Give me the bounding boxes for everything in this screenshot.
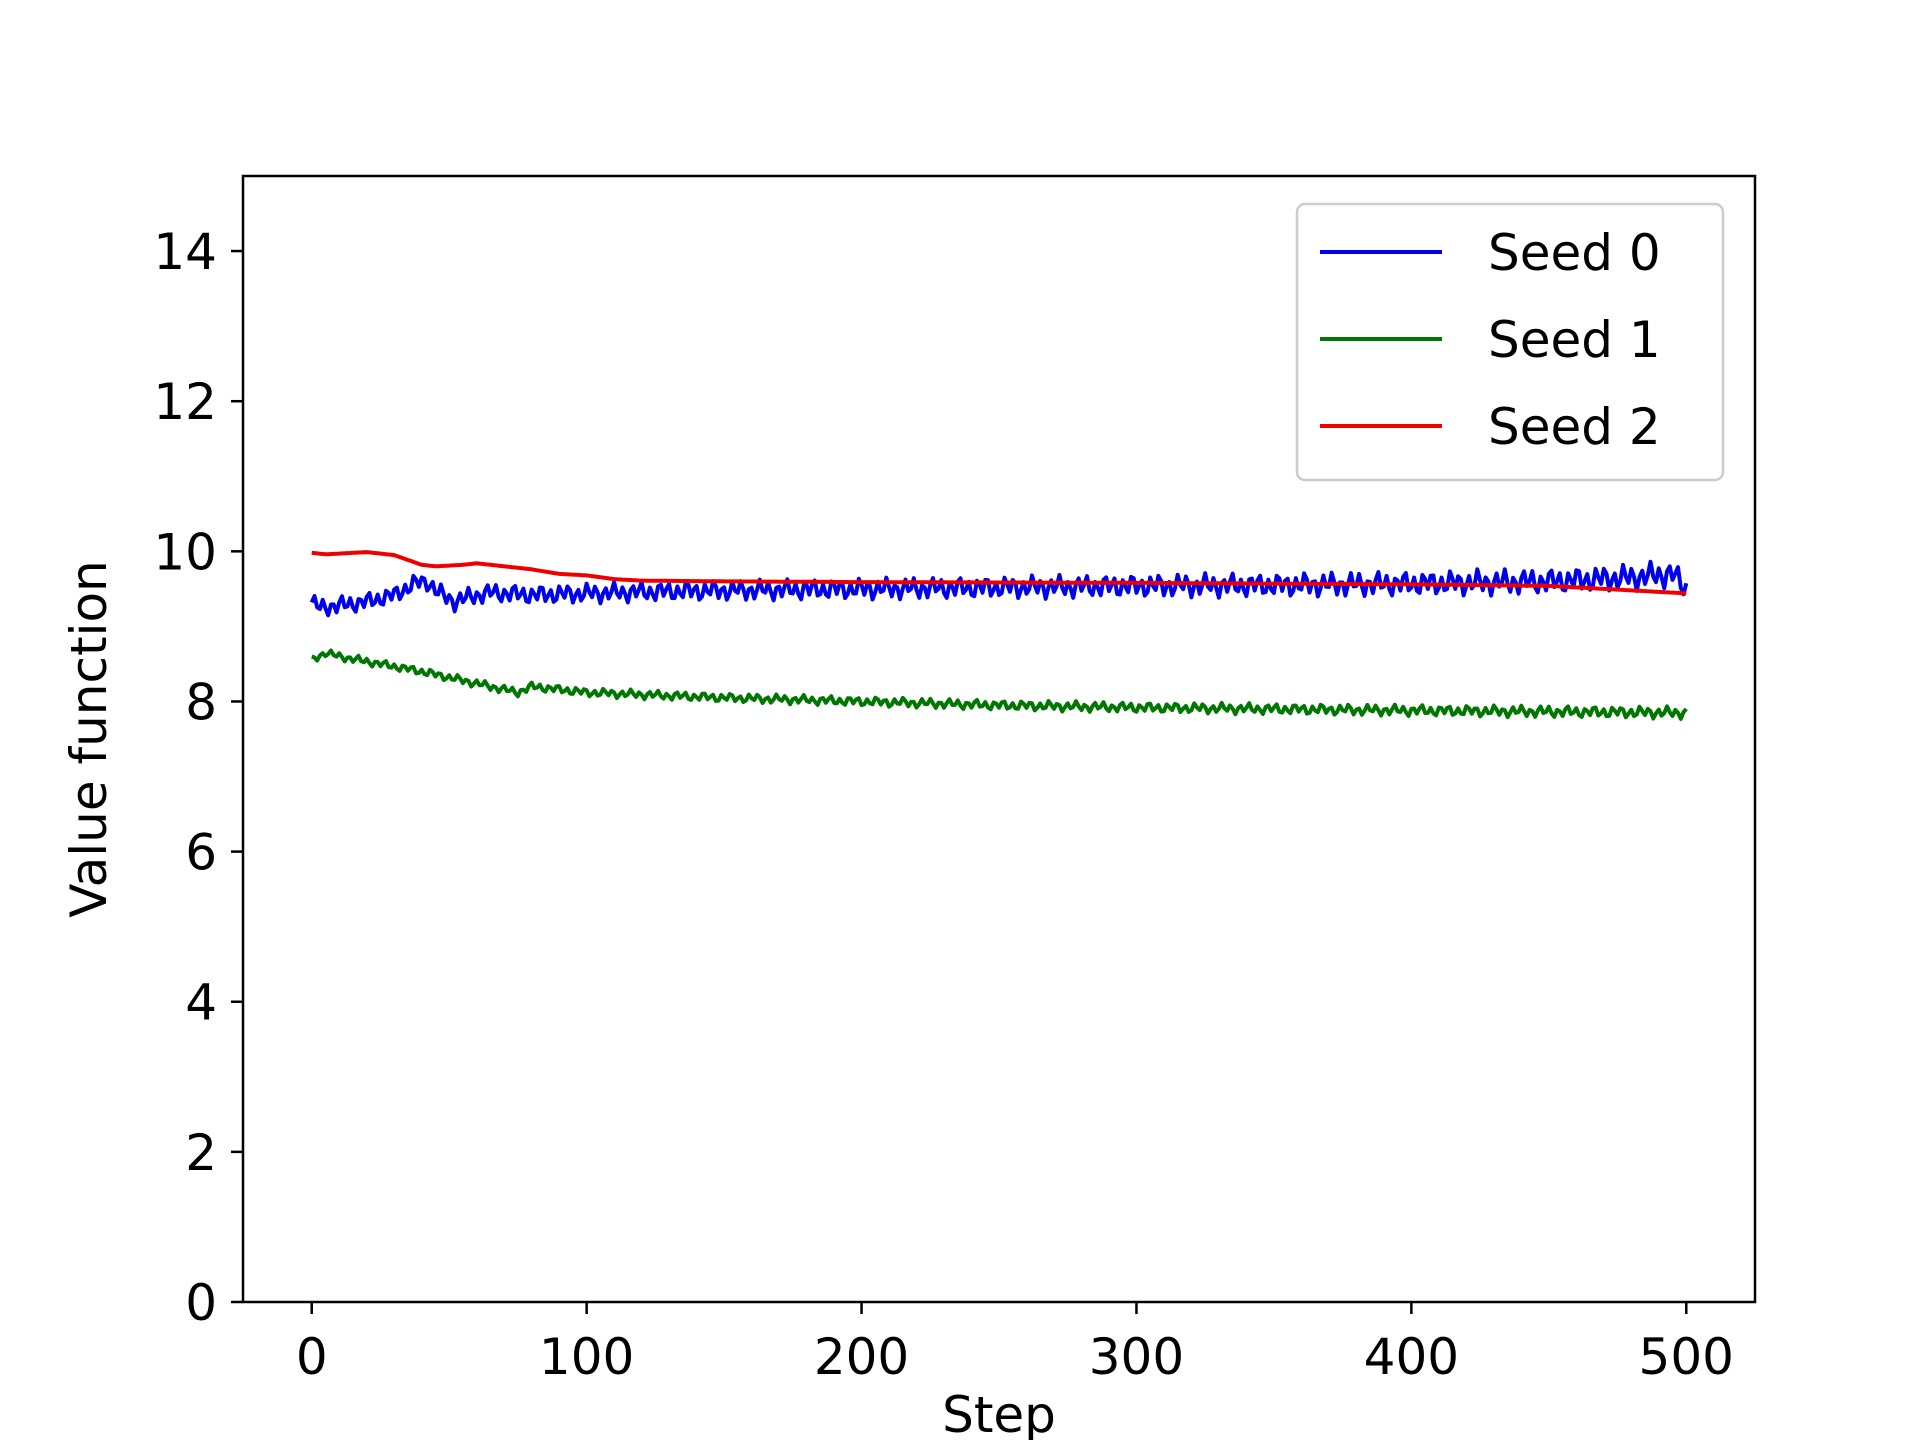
y-axis: 0 2 4 6 8 10 12 14 [153,223,243,1332]
series-line-2 [311,550,1687,596]
x-tick-label: 500 [1639,1328,1734,1386]
y-tick-label: 4 [185,974,217,1032]
y-tick-label: 10 [153,523,217,581]
x-tick-label: 0 [296,1328,328,1386]
legend-label: Seed 0 [1488,224,1661,282]
y-tick-label: 12 [153,373,217,431]
x-tick-label: 400 [1364,1328,1459,1386]
y-tick-label: 8 [185,673,217,731]
legend: Seed 0 Seed 1 Seed 2 [1295,202,1725,482]
y-tick-label: 14 [153,223,217,281]
series-line-0 [309,559,1689,618]
y-tick-label: 0 [185,1274,217,1332]
legend-label: Seed 2 [1488,398,1661,456]
y-tick-label: 2 [185,1124,217,1182]
x-axis-label: Step [942,1386,1056,1440]
x-tick-label: 300 [1089,1328,1184,1386]
x-tick-label: 100 [539,1328,634,1386]
x-axis: 0 100 200 300 400 500 [296,1302,1734,1386]
legend-label: Seed 1 [1488,311,1661,369]
y-axis-label: Value function [60,560,118,917]
x-tick-label: 200 [814,1328,909,1386]
plot-frame [241,174,1757,1304]
series-line-1 [311,648,1688,721]
legend-box [1295,202,1725,482]
series-layer [309,550,1689,721]
y-tick-label: 6 [185,824,217,882]
